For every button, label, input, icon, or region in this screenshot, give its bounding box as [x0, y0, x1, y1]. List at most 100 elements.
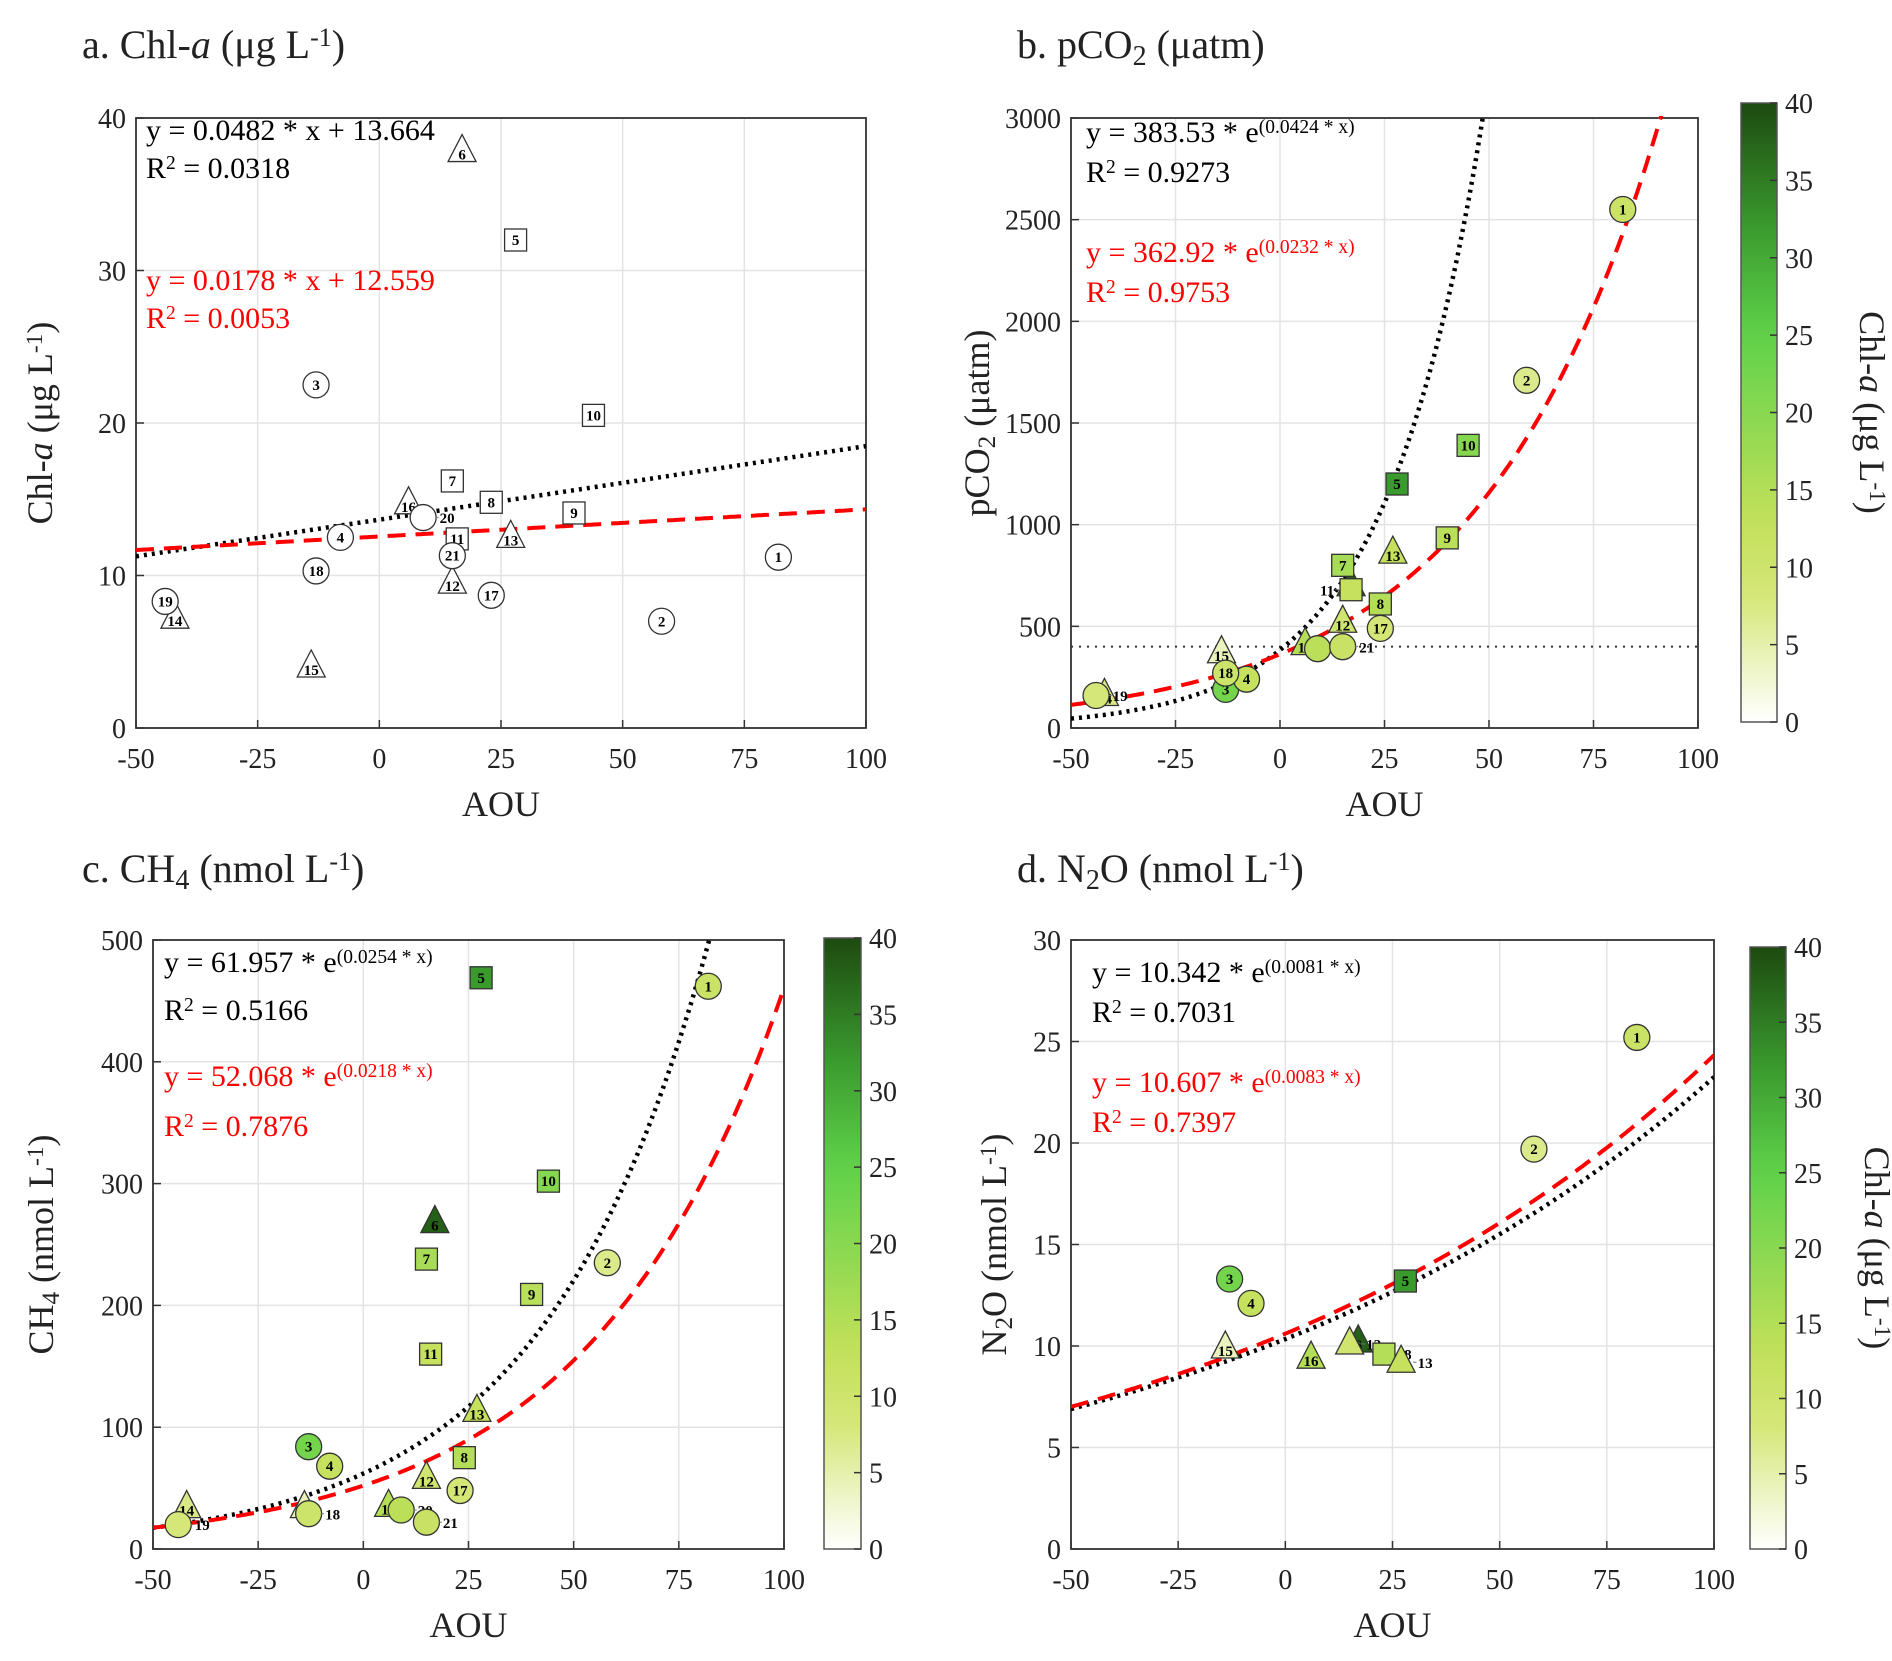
label-suffix: ): [974, 1133, 1014, 1145]
triangle-marker: [437, 564, 468, 594]
station-label: 6: [431, 1219, 439, 1235]
square-marker: [1339, 578, 1363, 602]
x-tick-label: 0: [356, 1565, 370, 1596]
label-sup: -1: [976, 1145, 1002, 1165]
data-point-station-5: 5: [1393, 1269, 1418, 1293]
y-tick-label: 300: [101, 1170, 143, 1201]
data-point-station-11: 11: [1320, 578, 1363, 602]
data-point-station-18: 18: [302, 557, 330, 585]
circle-marker: [1623, 1023, 1651, 1052]
label-sub: 2: [974, 436, 1001, 449]
x-tick-label: -50: [1052, 1565, 1089, 1596]
station-label: 2: [658, 614, 666, 630]
x-tick-label: 0: [1273, 744, 1287, 775]
fit-equation: y = 362.92 * e(0.0232 * x): [1086, 236, 1355, 269]
circle-marker: [764, 543, 793, 571]
square-marker: [562, 501, 586, 525]
r2-superscript: 2: [1112, 1107, 1122, 1128]
station-label: 16: [1304, 1354, 1320, 1370]
equation-text: y = 362.92 * e: [1086, 236, 1259, 269]
plot-frame: [152, 939, 785, 1550]
data-point-station-9: 9: [562, 501, 586, 525]
station-label: 8: [461, 1451, 469, 1467]
station-label: 17: [453, 1484, 469, 1500]
data-point-station-2: 2: [647, 607, 676, 635]
label-suffix: ): [1857, 1337, 1892, 1349]
x-tick-label: 25: [487, 744, 515, 775]
x-tick-label: 100: [763, 1565, 805, 1596]
station-label: 1: [705, 979, 713, 995]
x-tick-label: -50: [1052, 744, 1089, 775]
data-point-station-1: 1: [1609, 195, 1637, 224]
station-label: 4: [337, 530, 345, 546]
circle-marker: [1215, 1265, 1244, 1293]
fit-equation: y = 0.0178 * x + 12.559: [146, 264, 435, 297]
y-tick-label: 500: [1019, 612, 1061, 643]
circle-marker: [387, 1496, 415, 1524]
triangle-marker: [1327, 603, 1358, 633]
x-tick-label: 100: [845, 744, 887, 775]
triangle-marker: [296, 648, 327, 678]
x-tick-label: -25: [1160, 1565, 1197, 1596]
y-tick-label: 5: [1047, 1434, 1061, 1465]
y-tick-label: 0: [1047, 1535, 1061, 1566]
station-label: 9: [1443, 531, 1451, 547]
station-label: 8: [1377, 597, 1385, 613]
square-marker: [1372, 1342, 1396, 1366]
x-axis-label: AOU: [462, 784, 540, 824]
station-label: 5: [477, 971, 485, 987]
data-point-station-2: 2: [1520, 1135, 1548, 1163]
label-mid: (μatm): [1147, 22, 1265, 67]
circle-marker: [1609, 195, 1637, 224]
panel-a: a. Chl-a (μg L-1)-50 -25 0 25 50 75 1000102030…: [20, 22, 887, 824]
station-label: 18: [309, 564, 324, 580]
data-point-station-8: 8: [479, 490, 503, 514]
black-fit-curve: [1071, 1075, 1714, 1412]
r2-value: = 0.7031: [1122, 996, 1236, 1029]
fit-equation: y = 52.068 * e(0.0218 * x): [164, 1060, 433, 1093]
data-point-station-7: 7: [440, 469, 464, 493]
label-prefix: Chl-: [1852, 311, 1892, 375]
station-label: 21: [445, 549, 460, 565]
label-mid: (nmol L: [21, 1166, 61, 1292]
colorbar-tick-label: 5: [869, 1459, 883, 1490]
data-point-station-6: 6: [419, 1204, 450, 1235]
station-label: 14: [167, 614, 183, 630]
circle-marker: [326, 523, 355, 552]
label-suffix: ): [332, 22, 345, 67]
data-point-station-5: 5: [469, 966, 493, 990]
station-label: 13: [1418, 1356, 1433, 1372]
y-tick-label: 25: [1033, 1028, 1061, 1059]
x-tick-label: 75: [1580, 744, 1608, 775]
r2-value: = 0.9273: [1116, 156, 1230, 189]
x-tick-label: 25: [1379, 1565, 1407, 1596]
circle-marker: [1082, 681, 1110, 710]
triangle-marker: [1295, 1339, 1327, 1369]
colorbar-label: Chl-a (μg L-1): [1852, 311, 1892, 514]
red-fit-curve: [136, 507, 866, 552]
triangle-marker: [1210, 1329, 1241, 1359]
station-label: 2: [1530, 1142, 1538, 1158]
data-point-station-6: 6: [446, 133, 478, 164]
triangle-marker: [461, 1392, 492, 1423]
label-prefix: d. N: [1017, 846, 1086, 891]
r2-label: R: [164, 994, 184, 1027]
data-point-station-12: 12: [437, 564, 468, 595]
panel-b: b. pCO2 (μatm)-50 -25 0 25 50 75 1000500100015…: [957, 22, 1892, 824]
r2-superscript: 2: [1106, 157, 1116, 178]
y-axis-label: pCO2 (μatm): [957, 330, 1001, 517]
square-marker: [1385, 472, 1409, 496]
label-sub: 2: [991, 1317, 1018, 1330]
station-label: 13: [469, 1407, 484, 1423]
triangle-marker: [446, 133, 478, 163]
station-label: 5: [1393, 477, 1401, 493]
data-point-station-18: 18: [1212, 659, 1240, 687]
data-point-station-4: 4: [1237, 1289, 1265, 1318]
colorbar-tick-label: 30: [869, 1077, 897, 1108]
panel-title: c. CH4 (nmol L-1): [82, 846, 364, 896]
label-italic: a: [1852, 375, 1892, 393]
square-marker: [418, 1342, 443, 1366]
data-point-station-3: 3: [1215, 1265, 1244, 1293]
station-label: 1: [1633, 1030, 1641, 1046]
red-fit-curve: [1071, 1053, 1714, 1409]
